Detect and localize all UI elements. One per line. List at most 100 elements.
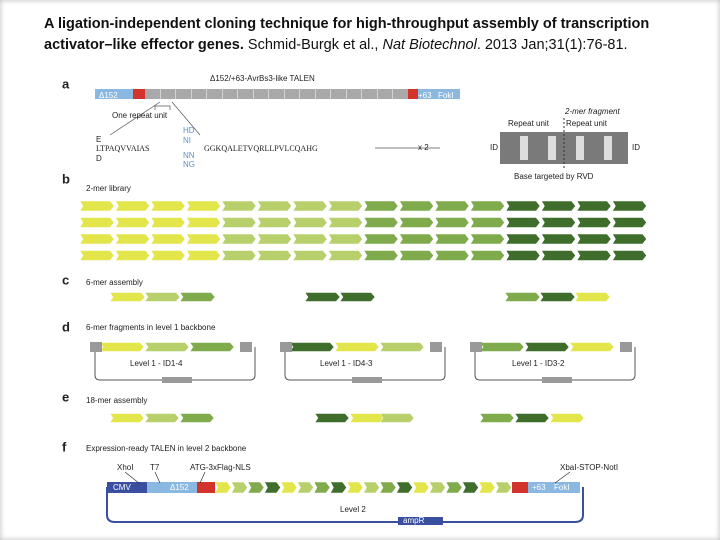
fragment	[612, 233, 647, 245]
fragment	[79, 200, 115, 212]
fragment	[186, 200, 221, 212]
site-label: XhoI	[117, 463, 133, 472]
fragment	[289, 342, 335, 352]
id-cap	[430, 342, 442, 352]
fragment	[505, 217, 541, 228]
sequence: LTPAQVVAIAS	[96, 144, 150, 153]
fragment	[179, 292, 216, 302]
fragment	[576, 250, 612, 261]
repeat	[393, 89, 408, 99]
fragment	[109, 413, 145, 423]
repeat	[253, 89, 269, 99]
fragment	[292, 250, 328, 261]
repeat	[377, 89, 393, 99]
fragment	[328, 200, 363, 212]
title: A ligation-independent cloning technique…	[44, 16, 650, 53]
bar-label: +63	[532, 483, 546, 492]
fragment	[612, 217, 647, 228]
fragment	[549, 413, 585, 423]
base	[604, 136, 612, 160]
fragment	[99, 342, 145, 352]
residue: E	[96, 135, 101, 144]
panel-label: c	[62, 272, 69, 287]
cmv	[107, 482, 147, 493]
fragment	[363, 217, 399, 228]
fragment	[363, 200, 399, 212]
fragment	[576, 217, 612, 228]
site-label: ATG-3xFlag-NLS	[190, 463, 251, 472]
fragment	[363, 250, 399, 261]
bar-label: FokI	[554, 483, 570, 492]
fragment	[221, 250, 257, 261]
fragment	[186, 233, 221, 245]
bar-label: FokI	[438, 91, 454, 100]
site-label: T7	[150, 463, 160, 472]
sequence: GGKQALETVQRLLPVLCQAHG	[204, 144, 318, 153]
fragment	[349, 413, 385, 423]
id-cap	[620, 342, 632, 352]
fragment	[612, 200, 647, 212]
fragment	[150, 217, 186, 228]
fragment	[328, 233, 363, 245]
fragment	[292, 200, 328, 212]
panel-label: d	[62, 319, 70, 334]
citation: . 2013 Jan;31(1):76-81.	[476, 37, 628, 53]
site-label: XbaI-STOP-NotI	[560, 463, 618, 472]
fragment	[479, 413, 515, 423]
n-term	[147, 482, 197, 493]
fragment	[79, 250, 115, 261]
id-block	[133, 89, 145, 99]
fragment	[505, 200, 541, 212]
id-block	[408, 89, 418, 99]
rvd: NN	[183, 151, 195, 160]
fragment	[470, 233, 505, 245]
repeat	[238, 89, 253, 99]
panel-label: b	[62, 171, 70, 186]
repeat-label: One repeat unit	[112, 111, 168, 120]
repeat	[284, 89, 300, 99]
fragment	[541, 233, 576, 245]
fragment	[396, 481, 413, 494]
backbone-label: Level 2	[340, 505, 366, 514]
fragment	[505, 250, 541, 261]
fragment	[257, 217, 292, 228]
base-label: Base targeted by RVD	[514, 172, 594, 181]
fragment	[313, 481, 331, 494]
fragment	[79, 233, 115, 245]
fragment	[257, 250, 292, 261]
fragment	[339, 292, 376, 302]
rvd: NG	[183, 160, 195, 169]
panel-label: a	[62, 76, 70, 91]
fragment	[144, 342, 190, 352]
id-label: ID	[490, 143, 498, 152]
id-cap	[240, 342, 252, 352]
fragment	[434, 250, 470, 261]
panel-title: Expression-ready TALEN in level 2 backbo…	[86, 444, 247, 453]
fragment	[304, 292, 341, 302]
id-cap	[280, 342, 292, 352]
repeat	[331, 89, 346, 99]
bar-label: Δ152	[99, 91, 118, 100]
repeat	[207, 89, 222, 99]
backbone	[106, 487, 584, 523]
fragment	[314, 413, 350, 423]
repeat	[160, 89, 176, 99]
rvd: HD	[183, 126, 195, 135]
residue: D	[96, 154, 102, 163]
fragment	[379, 481, 397, 494]
unit-label: Repeat unit	[566, 119, 608, 128]
fragment	[221, 217, 257, 228]
fragment	[346, 481, 364, 494]
fragment	[363, 481, 380, 494]
unit-label: Repeat unit	[508, 119, 550, 128]
repeat	[346, 89, 362, 99]
fragment	[186, 217, 221, 228]
id-cap	[90, 342, 102, 352]
fragment	[109, 292, 146, 302]
pointer	[124, 471, 571, 485]
fragment	[330, 481, 347, 494]
fragment	[115, 250, 150, 261]
fragment	[292, 217, 328, 228]
fragment	[574, 292, 611, 302]
marker	[542, 377, 572, 383]
